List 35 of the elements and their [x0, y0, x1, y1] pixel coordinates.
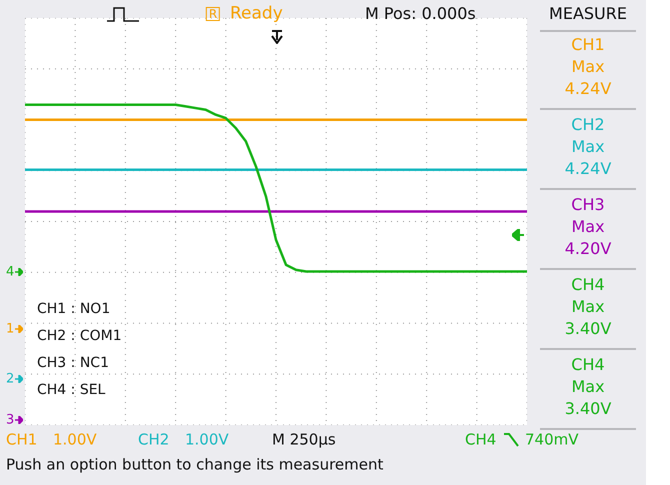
text: CH1 : NO1: [37, 301, 110, 317]
text: 1: [6, 322, 14, 336]
text: Max: [571, 137, 605, 156]
text: Push an option button to change its measurement: [6, 456, 384, 474]
text: CH1: [6, 430, 38, 448]
text: CH2: [138, 430, 170, 448]
text: CH4: [571, 355, 605, 374]
text: 2: [6, 372, 14, 386]
text: CH3 : NC1: [37, 355, 109, 371]
text: CH2: [571, 115, 605, 134]
text: 4.20V: [564, 239, 612, 258]
text: CH4: [465, 430, 496, 448]
text: Max: [571, 377, 605, 396]
text: CH2 : COM1: [37, 328, 122, 344]
text: CH4: [571, 275, 605, 294]
text: MEASURE: [549, 4, 627, 23]
text: R: [206, 7, 220, 21]
text: 4.24V: [564, 159, 612, 178]
text: Max: [571, 297, 605, 316]
text: CH4 : SEL: [37, 382, 106, 398]
text: 4.24V: [564, 79, 612, 98]
text: 740mV: [525, 430, 579, 448]
text: 4: [6, 264, 14, 280]
text: 1.00V: [53, 430, 97, 448]
text: 3.40V: [564, 319, 612, 338]
text: Max: [571, 217, 605, 236]
text: 1.00V: [185, 430, 229, 448]
text: 3: [6, 412, 14, 428]
text: Ready: [230, 4, 283, 24]
text: Max: [571, 57, 605, 76]
text: CH1: [571, 35, 605, 54]
text: M Pos: 0.000s: [365, 4, 476, 23]
text: 3.40V: [564, 399, 612, 418]
text: CH3: [571, 195, 605, 214]
text: M 250µs: [272, 430, 336, 448]
